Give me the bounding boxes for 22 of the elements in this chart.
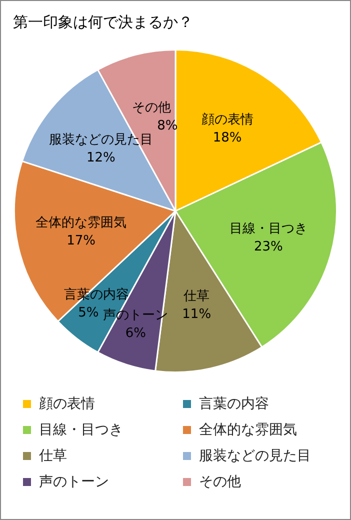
legend-label: 顔の表情	[39, 395, 95, 413]
data-label: 23%	[254, 239, 283, 254]
slice-label: 全体的な雰囲気	[36, 215, 127, 230]
legend-label: 服装などの見た目	[199, 447, 311, 465]
data-label: 12%	[86, 150, 116, 166]
data-label: 18%	[212, 130, 242, 146]
legend-label: 目線・目つき	[39, 421, 123, 439]
legend-label: 仕草	[39, 447, 67, 465]
legend-label: 声のトーン	[39, 473, 109, 491]
slice-label: 仕草	[182, 288, 210, 304]
slice-label: 目線・目つき	[229, 221, 308, 236]
legend-label: 言葉の内容	[199, 395, 269, 413]
slice-label: 服装などの見た目	[48, 132, 153, 148]
slice-label: 顔の表情	[201, 112, 254, 128]
data-label: 17%	[66, 233, 96, 248]
data-label: 5%	[78, 305, 99, 320]
chart-title: 第一印象は何で決まるか？	[13, 13, 193, 32]
data-label: 6%	[125, 326, 146, 342]
legend-label: 全体的な雰囲気	[199, 421, 297, 439]
legend-label: その他	[199, 473, 241, 491]
data-label: 11%	[182, 306, 212, 322]
slice-label: その他	[132, 100, 171, 116]
